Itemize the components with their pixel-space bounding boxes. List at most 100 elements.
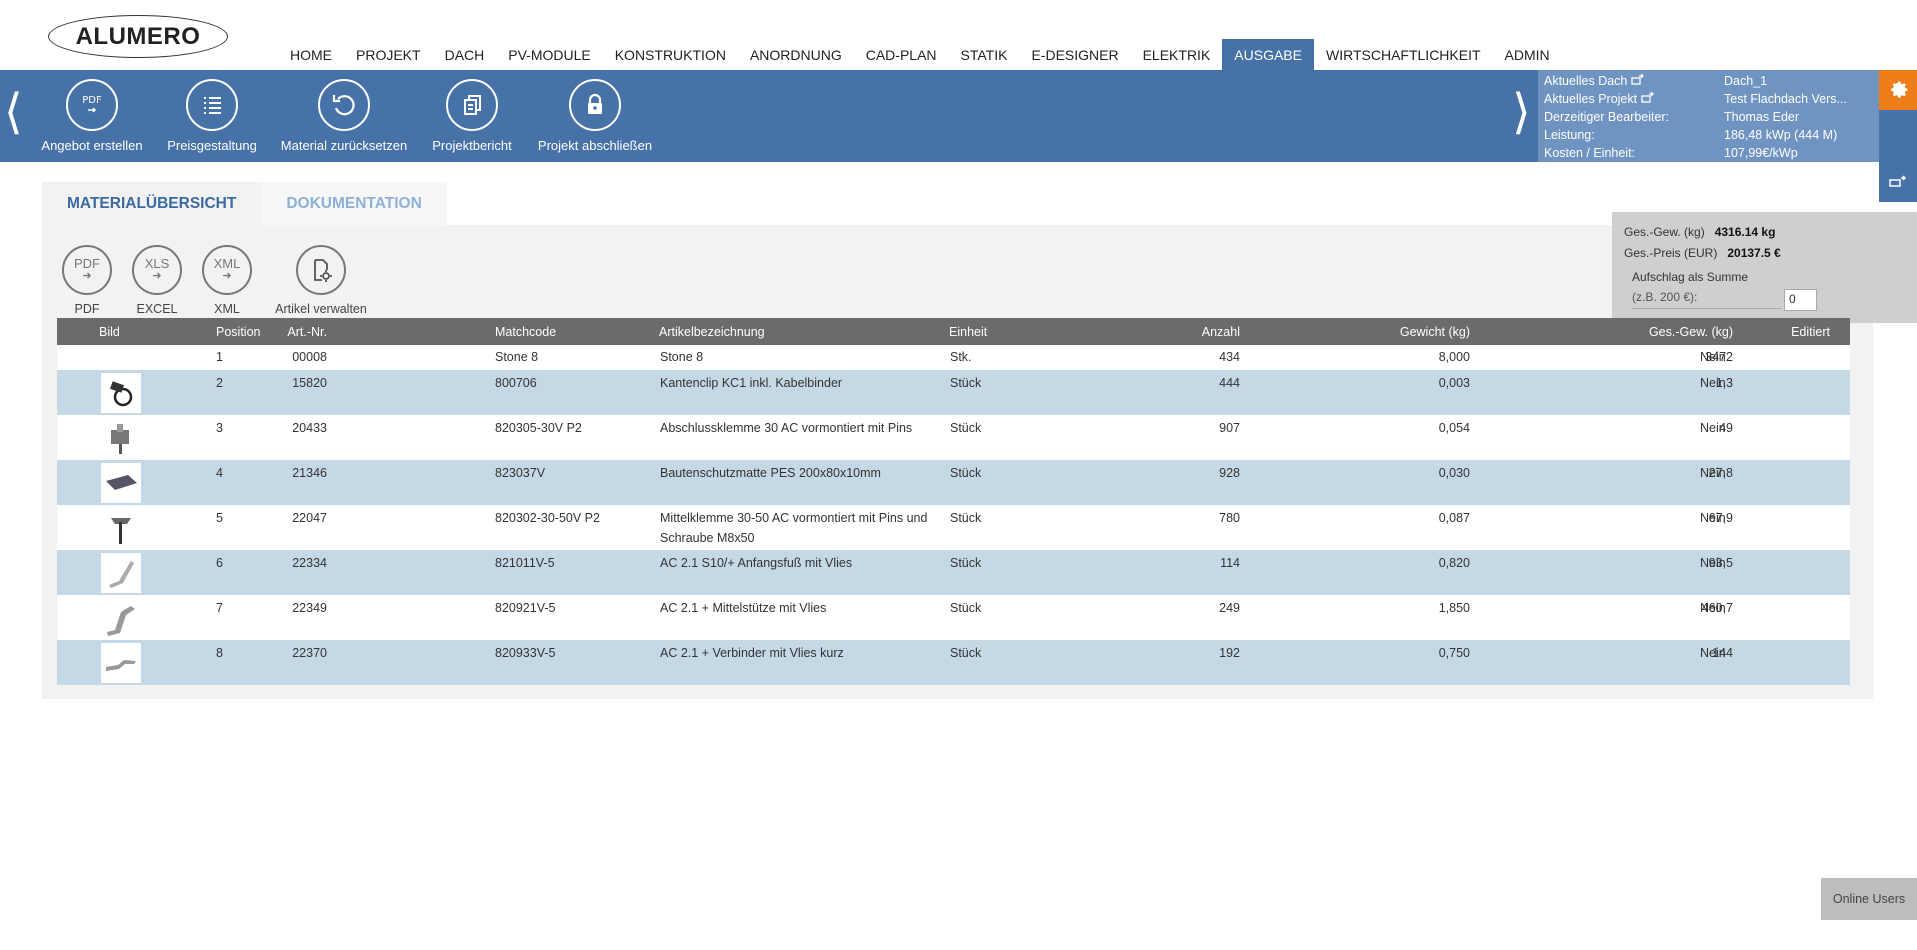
cell-gesgew: 67,9 <box>1708 511 1733 525</box>
mid-clamp-thumbnail[interactable] <box>101 508 141 548</box>
cell-editiert: Nein <box>1700 466 1726 480</box>
cell-position: 8 <box>216 646 223 660</box>
cell-einheit: Stück <box>950 601 982 615</box>
projektbericht-label: Projektbericht <box>432 138 512 153</box>
info-key: Kosten / Einheit: <box>1544 146 1636 160</box>
col-position[interactable]: Position <box>216 325 261 339</box>
alumero-logo[interactable]: ALUMERO <box>48 15 228 58</box>
table-row[interactable]: 1 00008 Stone 8 Stone 8 Stk. 434 8,000 3472 Nein <box>57 345 1850 370</box>
nav-dach[interactable]: DACH <box>444 46 485 63</box>
col-artnr[interactable]: Art.-Nr. <box>287 325 327 339</box>
cell-gesgew: 27,8 <box>1708 466 1733 480</box>
col-gewicht[interactable]: Gewicht (kg) <box>1399 325 1470 339</box>
info-value: 186,48 kWp (444 M) <box>1724 128 1838 142</box>
surcharge-hint: (z.B. 200 €): <box>1632 290 1698 304</box>
table-row[interactable]: 7 22349 820921V-5 AC 2.1 + Mittelstütze mit… <box>57 595 1850 640</box>
cell-gesgew: 3472 <box>1705 350 1733 364</box>
material-zuruecksetzen-button[interactable]: Material zurücksetzen <box>281 79 407 153</box>
col-bild[interactable]: Bild <box>99 325 120 339</box>
export-xml-button[interactable]: XML ➜ XML <box>197 245 257 316</box>
col-editiert[interactable]: Editiert <box>1791 325 1830 339</box>
nav-anordnung[interactable]: ANORDNUNG <box>749 46 842 63</box>
toolbar: ⟨ PDF Angebot erstellen Preisgestaltung … <box>0 70 1917 162</box>
toolbar-prev-arrow[interactable]: ⟨ <box>4 84 23 140</box>
nav-admin[interactable]: ADMIN <box>1504 46 1550 63</box>
cell-artikelbezeichnung: Kantenclip KC1 inkl. Kabelbinder <box>660 376 843 390</box>
foot-thumbnail[interactable] <box>101 553 141 593</box>
cell-editiert: Nein <box>1700 376 1726 390</box>
nav-statik[interactable]: STATIK <box>960 46 1008 63</box>
cell-artnr: 22047 <box>292 511 327 525</box>
mat-thumbnail[interactable] <box>101 463 141 503</box>
nav-wirtschaftlichkeit[interactable]: WIRTSCHAFTLICHKEIT <box>1326 46 1481 63</box>
clip-thumbnail[interactable] <box>101 373 141 413</box>
nav-home[interactable]: HOME <box>290 46 332 63</box>
cell-position: 2 <box>216 376 223 390</box>
table-row[interactable]: 3 20433 820305-30V P2 Abschlussklemme 30 AC… <box>57 415 1850 460</box>
export-pdf-button[interactable]: PDF ➜ PDF <box>57 245 117 316</box>
cell-artnr: 21346 <box>292 466 327 480</box>
undo-icon <box>318 79 370 131</box>
total-weight-value: 4316.14 kg <box>1714 225 1776 239</box>
preisgestaltung-label: Preisgestaltung <box>167 138 257 153</box>
cell-gewicht: 0,087 <box>1438 511 1470 525</box>
nav-elektrik[interactable]: ELEKTRIK <box>1142 46 1211 63</box>
col-anzahl[interactable]: Anzahl <box>1201 325 1240 339</box>
nav-cad-plan[interactable]: CAD-PLAN <box>865 46 937 63</box>
support-thumbnail[interactable] <box>101 598 141 638</box>
cell-artnr: 15820 <box>292 376 327 390</box>
material-table: Bild Position Art.-Nr. Matchcode Artikel… <box>57 318 1850 685</box>
nav-ausgabe[interactable]: AUSGABE <box>1222 39 1314 70</box>
cell-artnr: 20433 <box>292 421 327 435</box>
project-icon[interactable] <box>1641 91 1655 106</box>
cell-artikelbezeichnung: AC 2.1 + Verbinder mit Vlies kurz <box>660 646 844 660</box>
settings-button[interactable] <box>1879 70 1917 110</box>
export-excel-label: EXCEL <box>136 302 178 316</box>
projekt-abschliessen-button[interactable]: Projekt abschließen <box>536 79 654 153</box>
col-matchcode[interactable]: Matchcode <box>495 325 557 339</box>
table-row[interactable]: 6 22334 821011V-5 AC 2.1 S10/+ Anfangsfuß m… <box>57 550 1850 595</box>
angebot-erstellen-button[interactable]: PDF Angebot erstellen <box>40 79 144 153</box>
info-row: Kosten / Einheit: 107,99€/kWp <box>1544 144 1873 162</box>
logo-text: ALUMERO <box>75 22 201 50</box>
cell-anzahl: 780 <box>1219 511 1240 525</box>
tab-materialuebersicht[interactable]: MATERIALÜBERSICHT <box>42 182 262 225</box>
cell-artikelbezeichnung: AC 2.1 + Mittelstütze mit Vlies <box>660 601 827 615</box>
transfer-icon <box>1889 175 1907 187</box>
col-artikelbezeichnung[interactable]: Artikelbezeichnung <box>659 325 765 339</box>
info-key: Aktuelles Projekt <box>1544 92 1638 106</box>
toolbar-next-arrow[interactable]: ⟩ <box>1512 84 1531 140</box>
projektbericht-button[interactable]: Projektbericht <box>430 79 514 153</box>
roof-icon[interactable] <box>1631 73 1645 88</box>
info-row: Aktuelles Dach Dach_1 <box>1544 72 1873 90</box>
table-row[interactable]: 5 22047 820302-30-50V P2 Mittelklemme 30-50… <box>57 505 1850 550</box>
cell-artikelbezeichnung: Stone 8 <box>660 350 704 364</box>
online-users-button[interactable]: Online Users <box>1821 878 1917 920</box>
end-clamp-thumbnail[interactable] <box>101 418 141 458</box>
export-excel-button[interactable]: XLS ➜ EXCEL <box>127 245 187 316</box>
cell-position: 4 <box>216 466 223 480</box>
cell-editiert: Nein <box>1700 511 1726 525</box>
transfer-button[interactable] <box>1879 162 1917 202</box>
cell-artnr: 22349 <box>292 601 327 615</box>
surcharge-input[interactable]: 0 <box>1784 289 1817 311</box>
artikel-verwalten-button[interactable]: Artikel verwalten <box>271 245 371 316</box>
col-einheit[interactable]: Einheit <box>949 325 988 339</box>
col-gesgew[interactable]: Ges.-Gew. (kg) <box>1648 325 1733 339</box>
preisgestaltung-button[interactable]: Preisgestaltung <box>165 79 259 153</box>
angebot-erstellen-label: Angebot erstellen <box>41 138 143 153</box>
table-row[interactable]: 4 21346 823037V Bautenschutzmatte PES 200x8… <box>57 460 1850 505</box>
tab-dokumentation[interactable]: DOKUMENTATION <box>261 182 447 225</box>
nav-konstruktion[interactable]: KONSTRUKTION <box>614 46 726 63</box>
cell-position: 6 <box>216 556 223 570</box>
cell-gewicht: 0,820 <box>1438 556 1470 570</box>
table-row[interactable]: 8 22370 820933V-5 AC 2.1 + Verbinder mit Vl… <box>57 640 1850 685</box>
nav-projekt[interactable]: PROJEKT <box>356 46 421 63</box>
table-row[interactable]: 2 15820 800706 Kantenclip KC1 inkl. Kabelbi… <box>57 370 1850 415</box>
nav-e-designer[interactable]: E-DESIGNER <box>1031 46 1119 63</box>
total-weight-label: Ges.-Gew. (kg) <box>1624 225 1705 239</box>
table-header: Bild Position Art.-Nr. Matchcode Artikel… <box>57 318 1850 345</box>
nav-pv-module[interactable]: PV-MODULE <box>508 46 591 63</box>
connector-thumbnail[interactable] <box>101 643 141 683</box>
cell-gewicht: 0,030 <box>1438 466 1470 480</box>
